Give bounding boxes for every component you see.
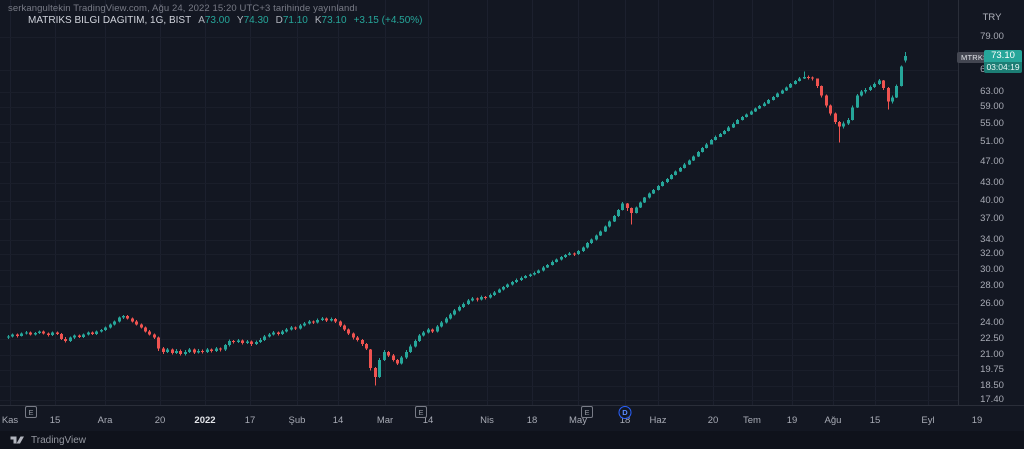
candlestick-series	[7, 52, 907, 386]
earnings-marker-icon[interactable]: E	[581, 406, 593, 418]
currency-label[interactable]: TRY	[982, 12, 1002, 23]
ohlc-field-d: D71.10	[275, 15, 308, 26]
time-axis-label[interactable]: Ağu	[824, 415, 842, 426]
time-axis-label[interactable]: 17	[244, 415, 256, 426]
symbol-title[interactable]: MATRIKS BILGI DAGITIM, 1G, BIST	[28, 15, 192, 26]
price-axis-label[interactable]: 43.00	[980, 177, 1004, 188]
price-axis-label[interactable]: 63.00	[980, 86, 1004, 97]
time-axis-label[interactable]: 14	[332, 415, 344, 426]
last-price-label: 73.10 03:04:19	[984, 50, 1022, 73]
price-axis-label[interactable]: 51.00	[980, 136, 1004, 147]
price-scale[interactable]: TRY 79.0069.0063.0059.0055.0051.0047.004…	[958, 0, 1024, 405]
time-axis-label[interactable]: 19	[786, 415, 798, 426]
price-axis-label[interactable]: 17.40	[980, 394, 1004, 405]
price-axis-label[interactable]: 40.00	[980, 195, 1004, 206]
time-axis-label[interactable]: 18	[526, 415, 538, 426]
time-axis-label[interactable]: May	[569, 415, 587, 426]
time-axis-label[interactable]: Eyl	[921, 415, 935, 426]
time-axis-label[interactable]: Kas	[1, 415, 19, 426]
last-price-value: 73.10	[984, 50, 1022, 62]
earnings-marker-icon[interactable]: E	[25, 406, 37, 418]
time-axis-label[interactable]: Mar	[376, 415, 394, 426]
time-axis-label[interactable]: Tem	[743, 415, 761, 426]
price-axis-label[interactable]: 59.00	[980, 101, 1004, 112]
time-scale[interactable]: Kas 15 Ara 20 2022 17 Şub 14 Mar 14 Nis 18 May 18 Haz 2…	[0, 405, 1024, 432]
price-axis-label[interactable]: 55.00	[980, 118, 1004, 129]
change-value: +3.15 (+4.50%)	[353, 15, 423, 26]
price-axis-label[interactable]: 30.00	[980, 264, 1004, 275]
price-axis-label[interactable]: 28.00	[980, 280, 1004, 291]
time-axis-label[interactable]: Haz	[649, 415, 667, 426]
tradingview-brand-text[interactable]: TradingView	[31, 434, 87, 446]
time-axis-label[interactable]: 19	[971, 415, 983, 426]
price-axis-label[interactable]: 32.00	[980, 248, 1004, 259]
tradingview-logo-icon[interactable]	[10, 434, 25, 446]
price-axis-label[interactable]: 22.50	[980, 333, 1004, 344]
price-axis-label[interactable]: 21.00	[980, 349, 1004, 360]
time-axis-label[interactable]: 18	[619, 415, 631, 426]
ohlc-field-y: Y74.30	[236, 15, 269, 26]
time-axis-label[interactable]: Nis	[480, 415, 494, 426]
price-axis-label[interactable]: 34.00	[980, 234, 1004, 245]
time-axis-label[interactable]: Ara	[97, 415, 113, 426]
price-axis-label[interactable]: 24.00	[980, 317, 1004, 328]
price-axis-label[interactable]: 18.50	[980, 380, 1004, 391]
price-axis-label[interactable]: 47.00	[980, 156, 1004, 167]
ohlc-field-k: K73.10	[314, 15, 347, 26]
time-axis-label[interactable]: 14	[422, 415, 434, 426]
dividend-marker-icon[interactable]: D	[618, 406, 632, 419]
time-axis-label[interactable]: 15	[869, 415, 881, 426]
price-axis-label[interactable]: 37.00	[980, 213, 1004, 224]
price-axis-label[interactable]: 19.75	[980, 364, 1004, 375]
time-axis-label[interactable]: 15	[49, 415, 61, 426]
price-axis-label[interactable]: 26.00	[980, 298, 1004, 309]
footer-bar: TradingView	[0, 431, 1024, 449]
time-axis-label[interactable]: Şub	[288, 415, 306, 426]
time-axis-label[interactable]: 2022	[194, 415, 216, 426]
price-axis-label[interactable]: 79.00	[980, 31, 1004, 42]
time-axis-label[interactable]: 20	[707, 415, 719, 426]
snapshot-attribution: serkangultekin TradingView.com, Ağu 24, …	[8, 3, 358, 14]
bar-countdown-timer: 03:04:19	[984, 62, 1022, 73]
earnings-marker-icon[interactable]: E	[415, 406, 427, 418]
time-axis-label[interactable]: 20	[154, 415, 166, 426]
ohlc-values: A73.00 Y74.30 D71.10 K73.10	[198, 15, 346, 26]
symbol-price-tag: MTRKS	[957, 52, 993, 63]
symbol-legend: MATRIKS BILGI DAGITIM, 1G, BIST A73.00 Y7…	[28, 15, 423, 26]
chart-plot-area[interactable]	[0, 0, 978, 405]
ohlc-field-a: A73.00	[198, 15, 230, 26]
